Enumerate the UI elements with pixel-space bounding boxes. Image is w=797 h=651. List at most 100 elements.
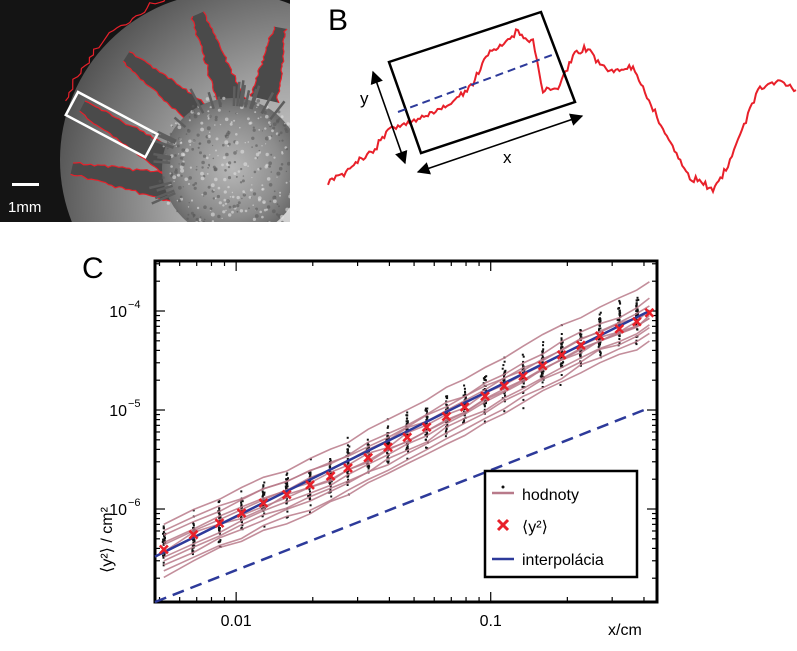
core-speck: [264, 136, 269, 141]
sample-dot: [261, 495, 264, 498]
core-speck: [196, 166, 198, 168]
sample-dot: [636, 308, 639, 311]
core-speck: [240, 167, 243, 171]
mean-marker-stroke: [441, 411, 452, 422]
mean-marker-stroke: [421, 422, 432, 433]
core-speck: [200, 171, 204, 176]
sample-dot: [503, 392, 506, 395]
core-speck: [285, 129, 289, 133]
sample-dot: [405, 448, 408, 451]
sample-dot: [599, 343, 601, 346]
sample-dot: [308, 497, 311, 500]
core-speck: [176, 144, 180, 148]
core-speck: [197, 146, 200, 149]
core-speck: [265, 152, 269, 157]
core-speck: [281, 151, 284, 153]
sample-dot: [463, 419, 466, 422]
sample-dot: [328, 465, 331, 468]
sample-dot: [240, 504, 243, 507]
interface-trace: [327, 27, 797, 195]
sample-dot: [309, 475, 312, 478]
sample-dot: [426, 416, 428, 419]
core-speck: [241, 197, 243, 200]
mean-marker-stroke: [305, 480, 315, 490]
sample-dot: [539, 375, 542, 378]
chart-panel: 0.01 0.110−610−510−4 x/cm ⟨y²⟩ / cm² hodn…: [99, 259, 659, 639]
mean-marker-stroke: [402, 432, 413, 443]
core-speck: [214, 118, 218, 122]
sample-dot: [309, 490, 311, 493]
legend-mean-swatch: [496, 518, 510, 532]
core-speck: [169, 172, 172, 175]
core-speck: [219, 123, 222, 126]
core-speck: [247, 165, 250, 168]
core-speck: [268, 161, 273, 165]
core-speck: [227, 166, 231, 169]
sample-dot: [503, 375, 505, 378]
core-speck: [224, 134, 227, 137]
core-speck: [227, 130, 229, 132]
core-speck: [198, 142, 201, 145]
mean-marker: [518, 371, 528, 382]
y-axis-label: ⟨y²⟩ / cm²: [99, 506, 116, 572]
sample-dot: [635, 303, 638, 306]
sample-curve: [163, 281, 650, 526]
sample-dot: [463, 387, 466, 390]
sample-dot: [287, 477, 289, 480]
core-speck: [284, 122, 286, 125]
sample-dot: [346, 444, 349, 447]
sample-dot: [426, 407, 429, 410]
arm-edge-red: [129, 51, 220, 114]
core-speck: [270, 135, 273, 137]
sample-dot: [446, 397, 449, 400]
core-speck: [200, 216, 202, 218]
sample-dot: [406, 445, 409, 448]
core-speck: [202, 154, 207, 158]
core-speck: [225, 209, 227, 212]
sample-dot: [464, 397, 467, 400]
core-speck: [231, 195, 235, 199]
legend-values-label: hodnoty: [522, 487, 579, 504]
core-speck: [214, 197, 217, 200]
sample-dot: [424, 409, 427, 412]
core-speck: [206, 173, 209, 175]
sample-dot: [191, 553, 194, 556]
core-speck: [188, 139, 192, 143]
core-speck: [259, 167, 262, 170]
sample-curve: [163, 317, 650, 553]
core-speck: [222, 210, 226, 214]
core-speck: [269, 200, 272, 203]
window-box: [387, 10, 577, 155]
sample-dot: [192, 509, 195, 512]
core-speck: [257, 117, 260, 120]
core-speck: [181, 162, 185, 167]
sample-dot: [286, 485, 289, 488]
core-speck: [255, 152, 260, 157]
sample-dot: [636, 310, 639, 313]
sample-dot: [562, 361, 565, 364]
core-speck: [200, 176, 205, 181]
core-speck: [214, 177, 218, 182]
sample-dot: [635, 305, 638, 308]
legend-mean-label: ⟨y²⟩: [522, 519, 548, 536]
sample-dot: [162, 541, 165, 544]
core-spike: [153, 160, 171, 165]
legend-fit-label: interpolácia: [522, 552, 604, 569]
panel-b-letter: B: [328, 4, 349, 37]
sample-dot: [483, 399, 486, 402]
core-speck: [237, 201, 241, 205]
core-speck: [180, 168, 185, 173]
sample-dot: [542, 341, 545, 344]
core-speck: [178, 163, 180, 165]
core-speck: [191, 104, 195, 108]
core-spike: [157, 130, 177, 143]
core-speck: [280, 163, 284, 166]
core-speck: [222, 204, 225, 207]
core-speck: [253, 170, 257, 174]
sample-dot: [599, 317, 602, 320]
sample-dot: [262, 484, 265, 487]
core-speck: [197, 112, 201, 115]
core-speck: [214, 124, 216, 126]
sample-dot: [521, 378, 524, 380]
mean-marker: [214, 518, 225, 529]
